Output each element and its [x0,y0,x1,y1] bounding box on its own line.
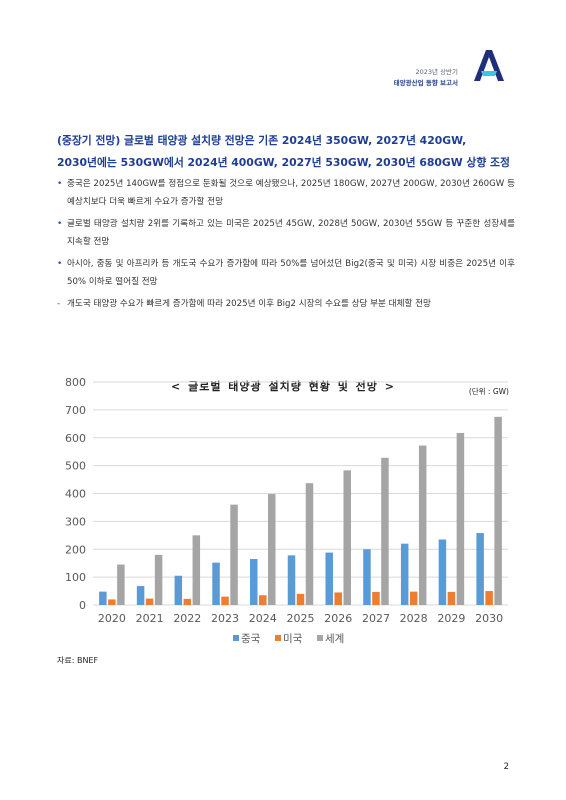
bar [145,598,154,605]
bar [99,591,107,605]
bullet-item: • 아시아, 중동 및 아프리카 등 개도국 수요가 증가함에 따라 50%를 … [57,256,515,291]
bar [259,595,267,605]
bar [325,552,333,605]
bullet-text: 글로벌 태양광 설치량 2위를 기록하고 있는 미국은 2025년 45GW, … [67,219,515,247]
y-tick-label: 500 [65,460,86,473]
chart-unit-label: (단위 : GW) [468,387,509,396]
bar [334,592,342,605]
bar [438,539,447,605]
bar [183,598,192,605]
bar [117,564,125,605]
source-note: 자료: BNEF [57,656,99,665]
chart-title: < 글로벌 태양광 설치량 현황 및 전망 > [171,380,395,393]
bullet-item: • 중국은 2025년 140GW를 정점으로 둔화될 것으로 예상됐으나, 2… [57,176,515,211]
bar [212,562,220,605]
lead-line-2: 2030년에는 530GW에서 2024년 400GW, 2027년 530GW… [57,156,510,169]
bar [381,457,389,605]
bar [363,549,371,605]
x-tick-label: 2021 [136,612,164,625]
bar [485,591,493,605]
bullet-marker: • [57,219,63,229]
bar [296,593,305,605]
x-tick-label: 2022 [173,612,201,625]
bar [447,591,456,605]
bullet-text: 아시아, 중동 및 아프리카 등 개도국 수요가 증가함에 따라 50%를 넘어… [67,259,515,287]
bullet-marker: • [57,259,63,269]
bar [136,586,145,605]
bar [174,575,183,605]
bar [287,555,296,605]
lead-line-1: (중장기 전망) 글로벌 태양광 설치량 전망은 기존 2024년 350GW,… [57,134,467,147]
y-tick-label: 800 [65,376,86,389]
page-number: 2 [503,762,509,772]
x-tick-label: 2029 [437,612,465,625]
bullet-text: 개도국 태양광 수요가 빠르게 증가함에 따라 2025년 이후 Big2 시장… [67,299,431,309]
bar [476,533,484,605]
legend-label: 세계 [325,633,344,645]
report-header: 2023년 상반기 태양광산업 동향 보고서 [394,67,458,89]
x-tick-label: 2027 [362,612,390,625]
bar [343,470,351,605]
bar [250,559,258,605]
bullet-item: • 글로벌 태양광 설치량 2위를 기록하고 있는 미국은 2025년 45GW… [57,216,515,251]
bar [108,599,116,605]
bar [154,554,163,605]
bar [268,494,276,605]
legend-label: 미국 [283,633,303,645]
x-tick-label: 2030 [475,612,503,625]
x-tick-label: 2020 [98,612,126,625]
bar [456,433,465,605]
bullet-item: - 개도국 태양광 수요가 빠르게 증가함에 따라 2025년 이후 Big2 … [57,296,515,314]
x-tick-label: 2028 [400,612,428,625]
bar [221,596,229,605]
legend-swatch [317,635,323,641]
header-report-title: 태양광산업 동향 보고서 [393,79,458,87]
x-tick-label: 2025 [287,612,315,625]
bar [494,416,502,605]
header-year: 2023년 상반기 [415,68,458,76]
bar [418,445,427,605]
y-tick-label: 200 [65,543,86,556]
bar [409,591,418,605]
y-tick-label: 400 [65,488,86,501]
y-tick-label: 700 [65,404,86,417]
y-tick-label: 600 [65,432,86,445]
bullet-marker: • [57,179,63,189]
y-tick-label: 100 [65,571,86,584]
bullet-marker: - [57,299,61,309]
y-tick-label: 300 [65,515,86,528]
bullet-list: • 중국은 2025년 140GW를 정점으로 둔화될 것으로 예상됐으나, 2… [57,176,515,319]
x-tick-label: 2023 [211,612,239,625]
bar [230,504,238,605]
bar [305,483,314,605]
legend-label: 중국 [241,633,261,645]
report-logo-icon [474,50,504,81]
lead-summary: (중장기 전망) 글로벌 태양광 설치량 전망은 기존 2024년 350GW,… [57,130,527,174]
legend-swatch [275,635,281,641]
x-tick-label: 2026 [324,612,352,625]
installation-bar-chart: 0 100 200 300 400 500 600 700 800 2020 2021 2022 202… [65,376,508,645]
bar [372,591,380,605]
legend-swatch [233,635,239,641]
x-tick-label: 2024 [249,612,277,625]
bar [192,535,201,605]
y-tick-label: 0 [79,599,86,612]
bullet-text: 중국은 2025년 140GW를 정점으로 둔화될 것으로 예상됐으나, 202… [67,179,515,207]
bar [400,543,409,605]
